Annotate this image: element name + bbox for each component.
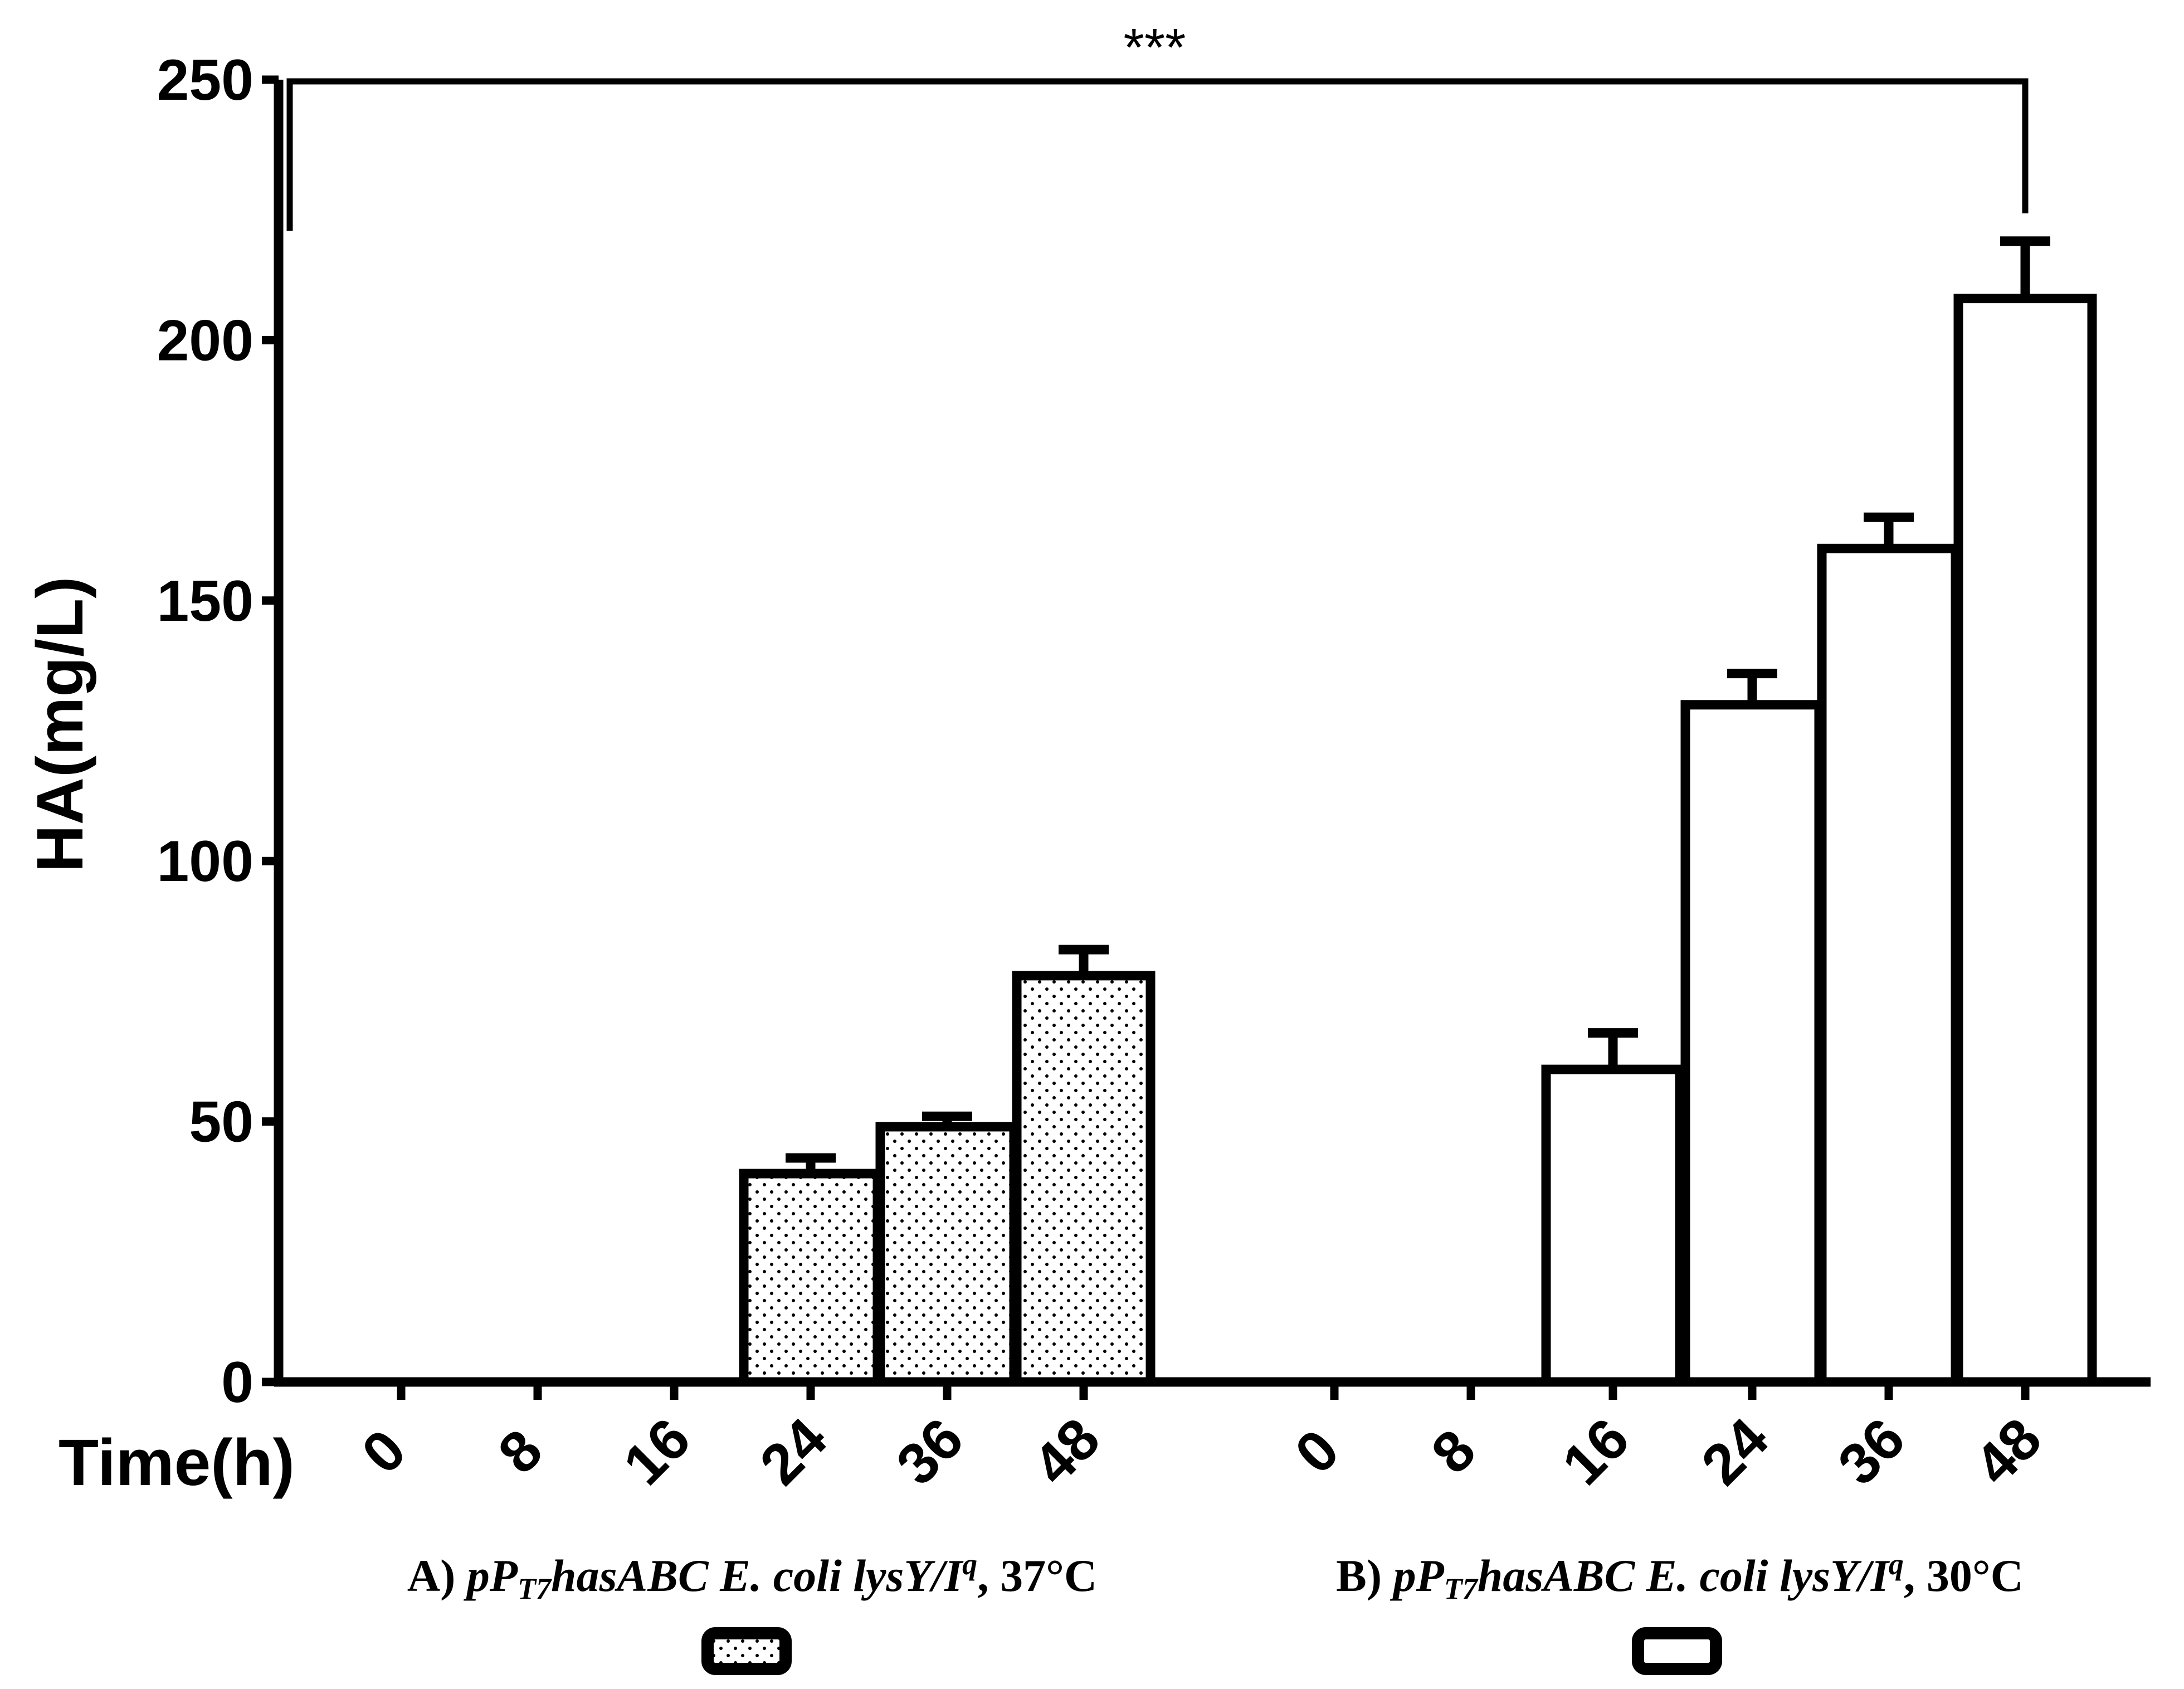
x-tick-label: 16	[611, 1406, 703, 1497]
significance-label: ***	[1123, 18, 1186, 77]
group-label-prefix: B)	[1336, 1550, 1393, 1601]
x-tick-label: 24	[1689, 1406, 1781, 1497]
x-tick-label: 8	[1420, 1418, 1488, 1486]
x-tick-label: 48	[1962, 1406, 2054, 1497]
group-label-suffix: , 30°C	[1904, 1550, 2024, 1601]
legend-swatch	[1632, 1627, 1722, 1675]
x-tick-label: 0	[350, 1418, 418, 1486]
group-label: A) pPT7hasABC E. coli lysY/Iq, 37°C	[407, 1547, 1097, 1605]
group-label-subscript: T7	[518, 1572, 552, 1605]
bar	[1012, 971, 1156, 1387]
group-label-strain: hasABC E. coli lysY/I	[1478, 1550, 1890, 1601]
bar	[739, 1169, 883, 1387]
group-label-suffix: , 37°C	[977, 1550, 1097, 1601]
y-tick-label: 50	[189, 1090, 254, 1155]
x-tick-label: 48	[1021, 1406, 1112, 1497]
bar	[1680, 700, 1824, 1387]
y-tick-label: 150	[157, 569, 254, 634]
group-label-strain: hasABC E. coli lysY/I	[551, 1550, 964, 1601]
x-tick-label: 16	[1550, 1406, 1641, 1497]
x-tick-label: 36	[884, 1406, 976, 1497]
group-label-plasmid: pP	[1390, 1550, 1445, 1601]
x-tick-label: 8	[486, 1418, 555, 1486]
group-label-plasmid: pP	[464, 1550, 518, 1601]
bar	[1953, 294, 2097, 1387]
bar	[1541, 1064, 1685, 1387]
bar	[1817, 543, 1961, 1387]
group-label-subscript: T7	[1444, 1572, 1479, 1605]
x-axis-label: Time(h)	[58, 1426, 295, 1500]
x-tick-label: 0	[1283, 1418, 1352, 1486]
x-tick-label: 24	[748, 1406, 839, 1497]
group-label-superscript: q	[1889, 1547, 1904, 1581]
group-label-prefix: A)	[407, 1550, 467, 1601]
significance-bracket	[286, 78, 2029, 231]
group-label: B) pPT7hasABC E. coli lysY/Iq, 30°C	[1336, 1547, 2024, 1605]
group-label-superscript: q	[962, 1547, 977, 1581]
y-tick-label: 100	[157, 829, 254, 894]
y-tick-label: 0	[221, 1350, 254, 1415]
y-axis-label: HA(mg/L)	[23, 577, 97, 873]
bar	[875, 1122, 1019, 1387]
bars	[739, 236, 2097, 1387]
legend-swatch	[701, 1627, 792, 1675]
y-tick-label: 250	[157, 48, 254, 113]
y-tick-label: 200	[157, 308, 254, 373]
x-tick-label: 36	[1826, 1406, 1917, 1497]
